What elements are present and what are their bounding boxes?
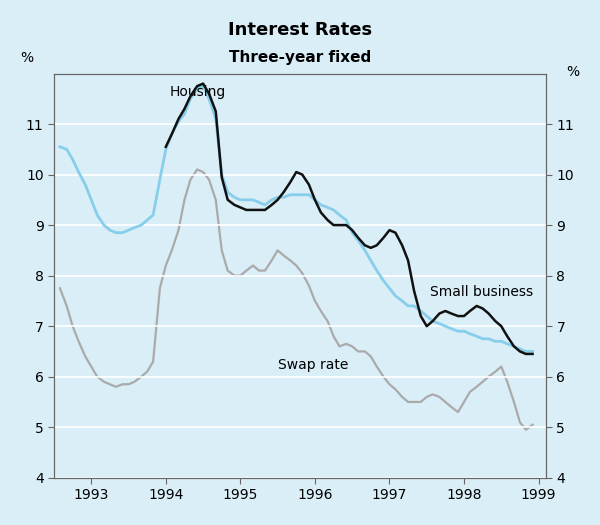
Y-axis label: %: %: [20, 51, 34, 66]
Text: Interest Rates: Interest Rates: [228, 21, 372, 39]
Text: Small business: Small business: [430, 285, 533, 299]
Y-axis label: %: %: [566, 66, 580, 79]
Text: Swap rate: Swap rate: [278, 358, 348, 372]
Text: Housing: Housing: [170, 85, 226, 99]
Text: Three-year fixed: Three-year fixed: [229, 50, 371, 65]
